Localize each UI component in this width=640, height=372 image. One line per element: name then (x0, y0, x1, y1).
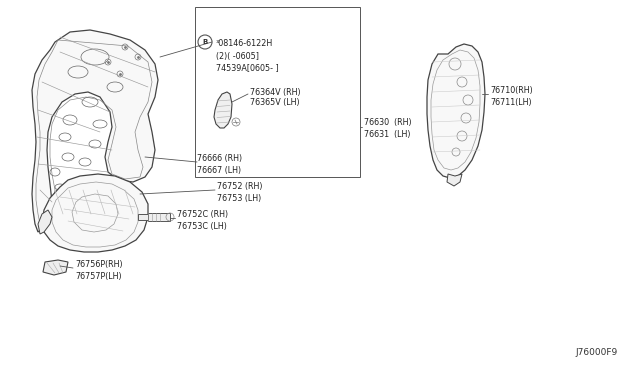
Polygon shape (214, 92, 232, 128)
Text: 76710(RH): 76710(RH) (490, 86, 532, 94)
Text: J76000F9: J76000F9 (576, 348, 618, 357)
Text: 76753C (LH): 76753C (LH) (177, 221, 227, 231)
Text: 76667 (LH): 76667 (LH) (197, 166, 241, 174)
Polygon shape (447, 174, 462, 186)
Polygon shape (42, 174, 148, 252)
Text: 76364V (RH): 76364V (RH) (250, 87, 301, 96)
Polygon shape (43, 260, 68, 275)
Text: (2)( -0605]: (2)( -0605] (216, 51, 259, 61)
Polygon shape (38, 210, 52, 234)
Text: 76666 (RH): 76666 (RH) (197, 154, 242, 163)
Text: 74539A[0605- ]: 74539A[0605- ] (216, 64, 279, 73)
Text: 76631  (LH): 76631 (LH) (364, 129, 410, 138)
Text: 76752C (RH): 76752C (RH) (177, 209, 228, 218)
Text: ³08146-6122H: ³08146-6122H (216, 39, 273, 48)
Text: 76756P(RH): 76756P(RH) (75, 260, 123, 269)
Text: 76757P(LH): 76757P(LH) (75, 272, 122, 280)
Bar (148, 213, 170, 221)
Bar (138, 214, 148, 220)
Text: 76711(LH): 76711(LH) (490, 97, 532, 106)
Text: 76752 (RH): 76752 (RH) (217, 183, 262, 192)
Bar (195, 7, 360, 177)
Text: 76630  (RH): 76630 (RH) (364, 118, 412, 126)
Text: B: B (202, 39, 207, 45)
Text: 76753 (LH): 76753 (LH) (217, 195, 261, 203)
Text: 76365V (LH): 76365V (LH) (250, 99, 300, 108)
Polygon shape (427, 44, 485, 178)
Polygon shape (32, 30, 158, 232)
